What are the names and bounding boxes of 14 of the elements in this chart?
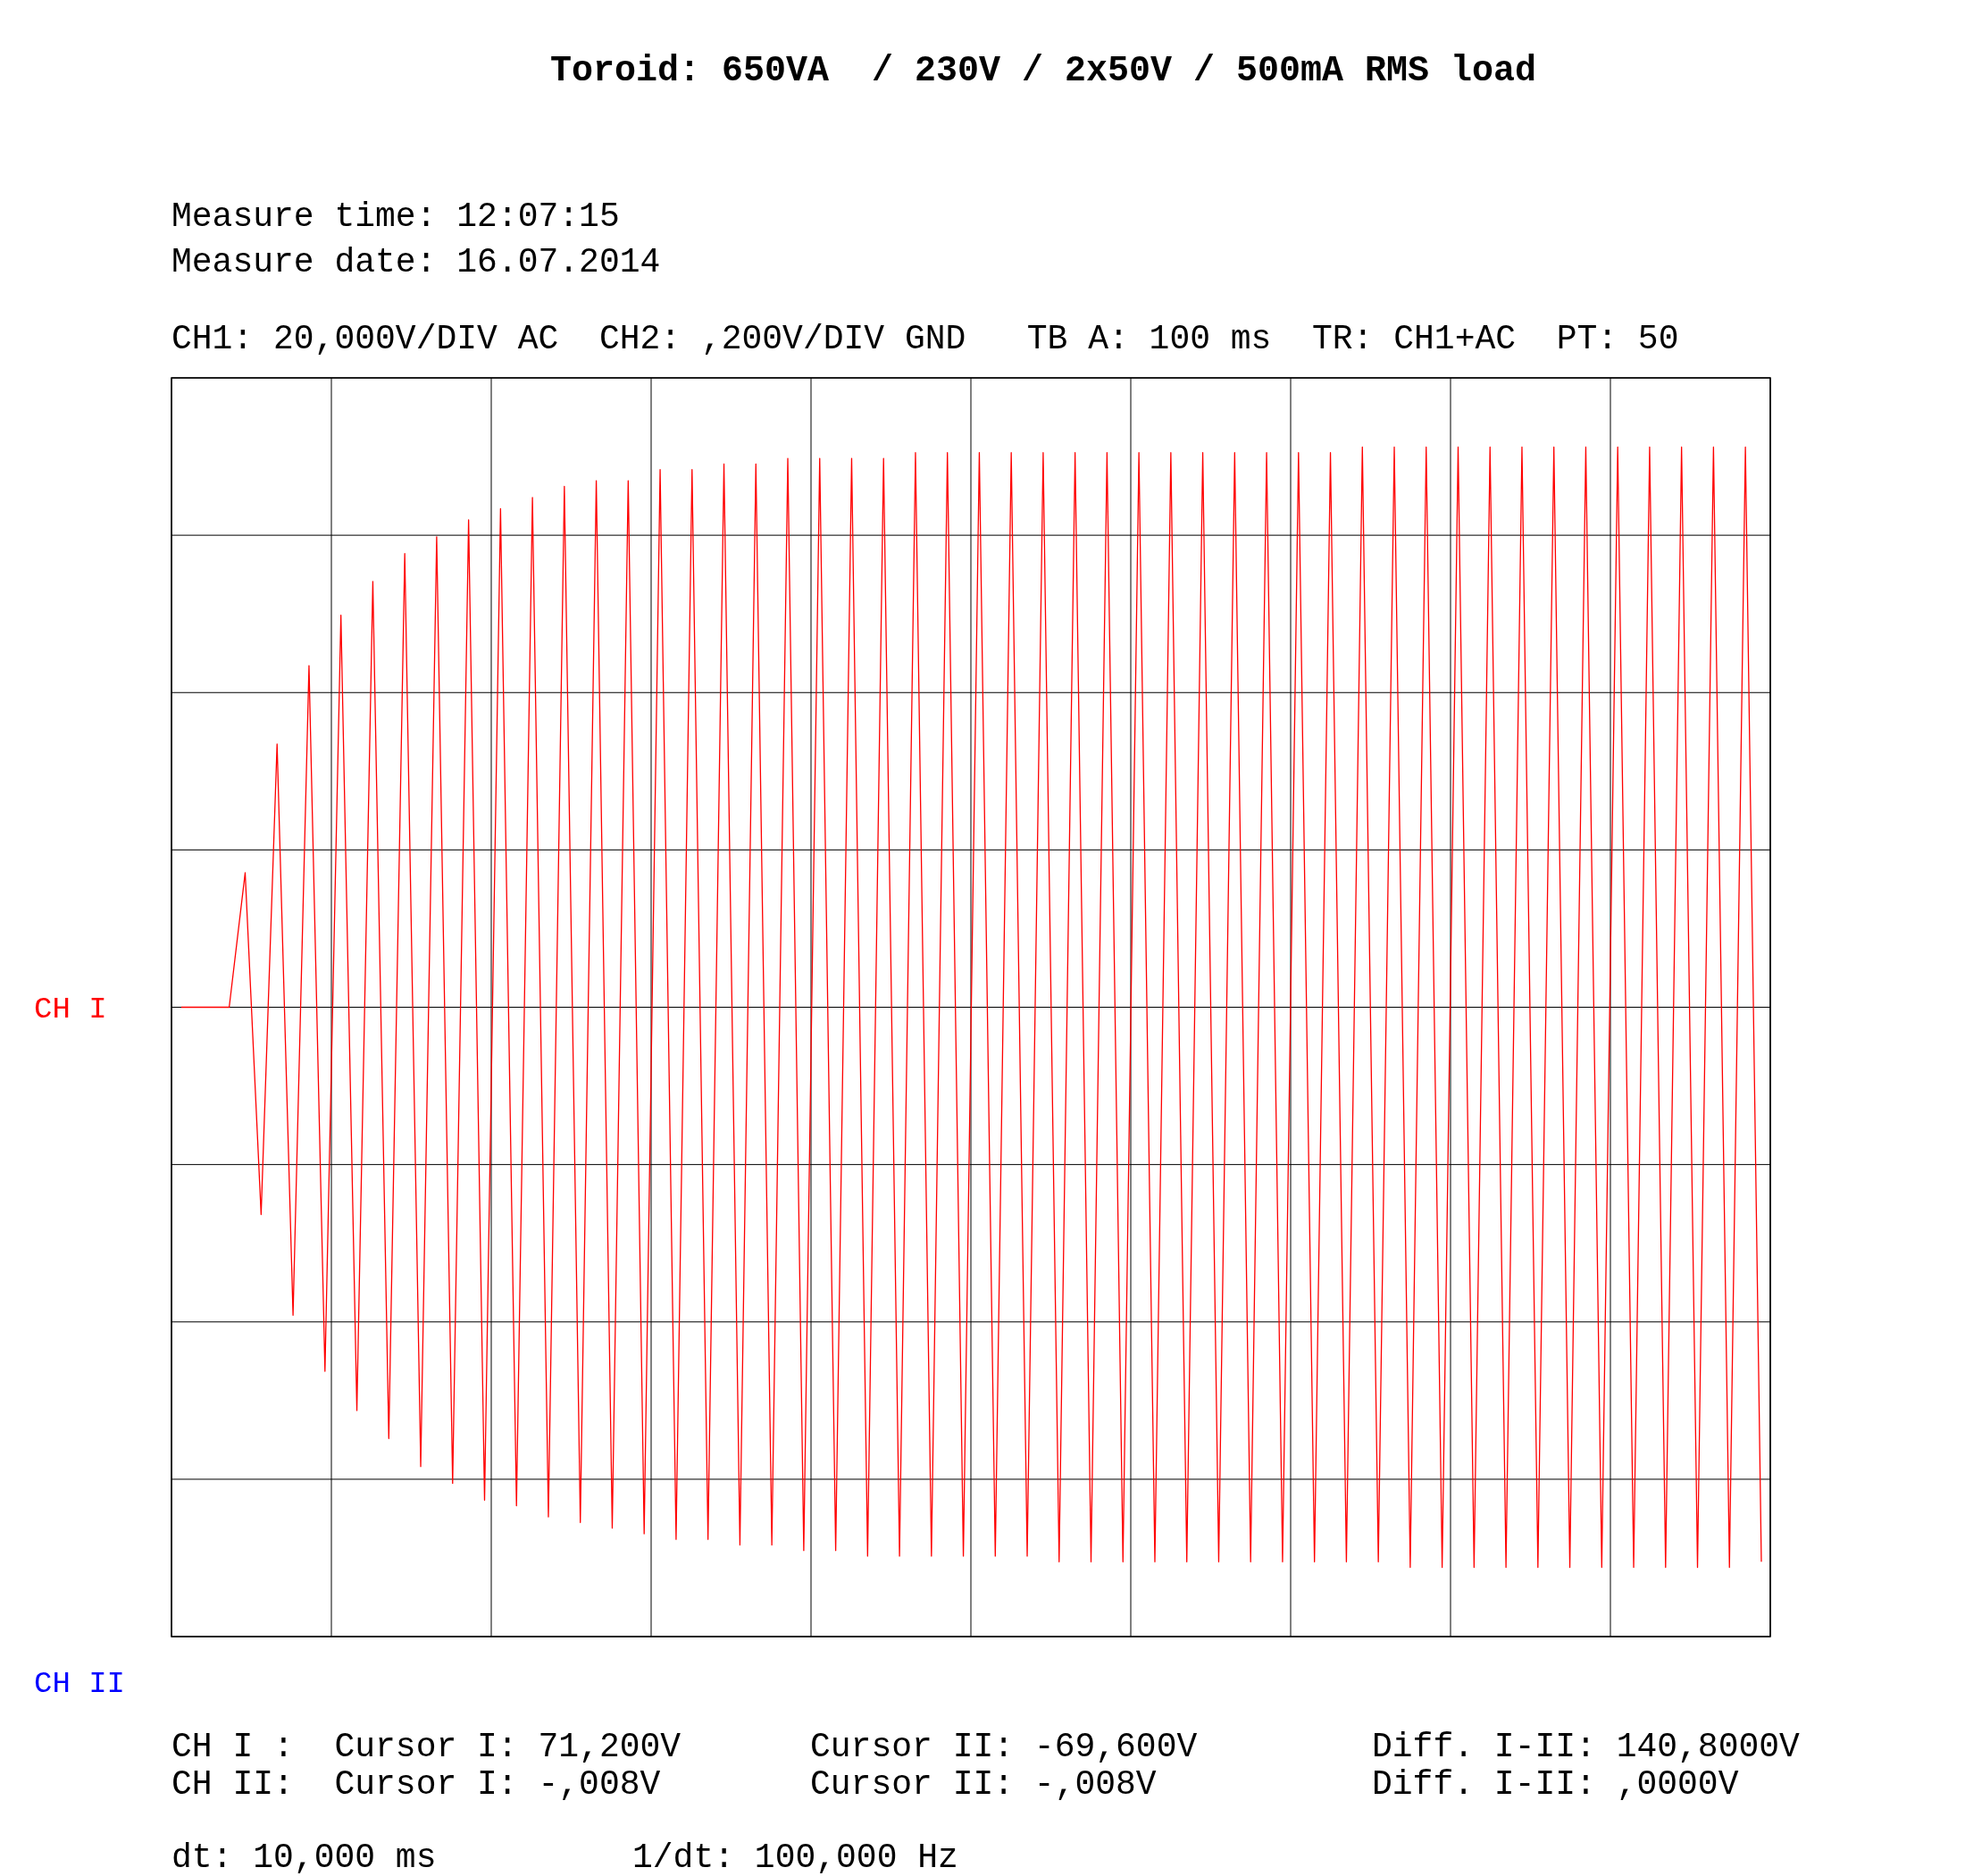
text: Measure time: 12:07:15 [171, 197, 620, 236]
text: dt: 10,000 ms [171, 1838, 437, 1876]
text: Measure date: 16.07.2014 [171, 243, 661, 281]
text: Diff. I-II: ,0000V [1372, 1765, 1739, 1804]
text: CH1: 20,000V/DIV AC CH2: ,200V/DIV GND TB A: 100 ms TR: CH1+AC PT: 50 [171, 320, 1679, 358]
text: Cursor II: -,008V [810, 1765, 1157, 1804]
text: 1/dt: 100,000 Hz [632, 1838, 958, 1876]
chart-title: Toroid: 650VA / 230V / 2x50V / 500mA RMS load [549, 51, 1537, 91]
text: Cursor II: -69,600V [810, 1728, 1198, 1766]
text: Diff. I-II: 140,8000V [1372, 1728, 1801, 1766]
text: CH II [34, 1666, 126, 1701]
text: CH I : Cursor I: 71,200V [171, 1728, 681, 1766]
text: CH I [34, 992, 107, 1027]
text: CH II: Cursor I: -,008V [171, 1765, 661, 1804]
